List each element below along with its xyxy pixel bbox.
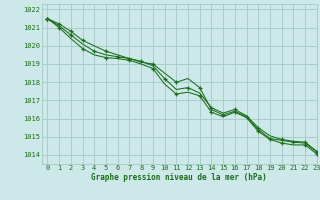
X-axis label: Graphe pression niveau de la mer (hPa): Graphe pression niveau de la mer (hPa) [91, 173, 267, 182]
